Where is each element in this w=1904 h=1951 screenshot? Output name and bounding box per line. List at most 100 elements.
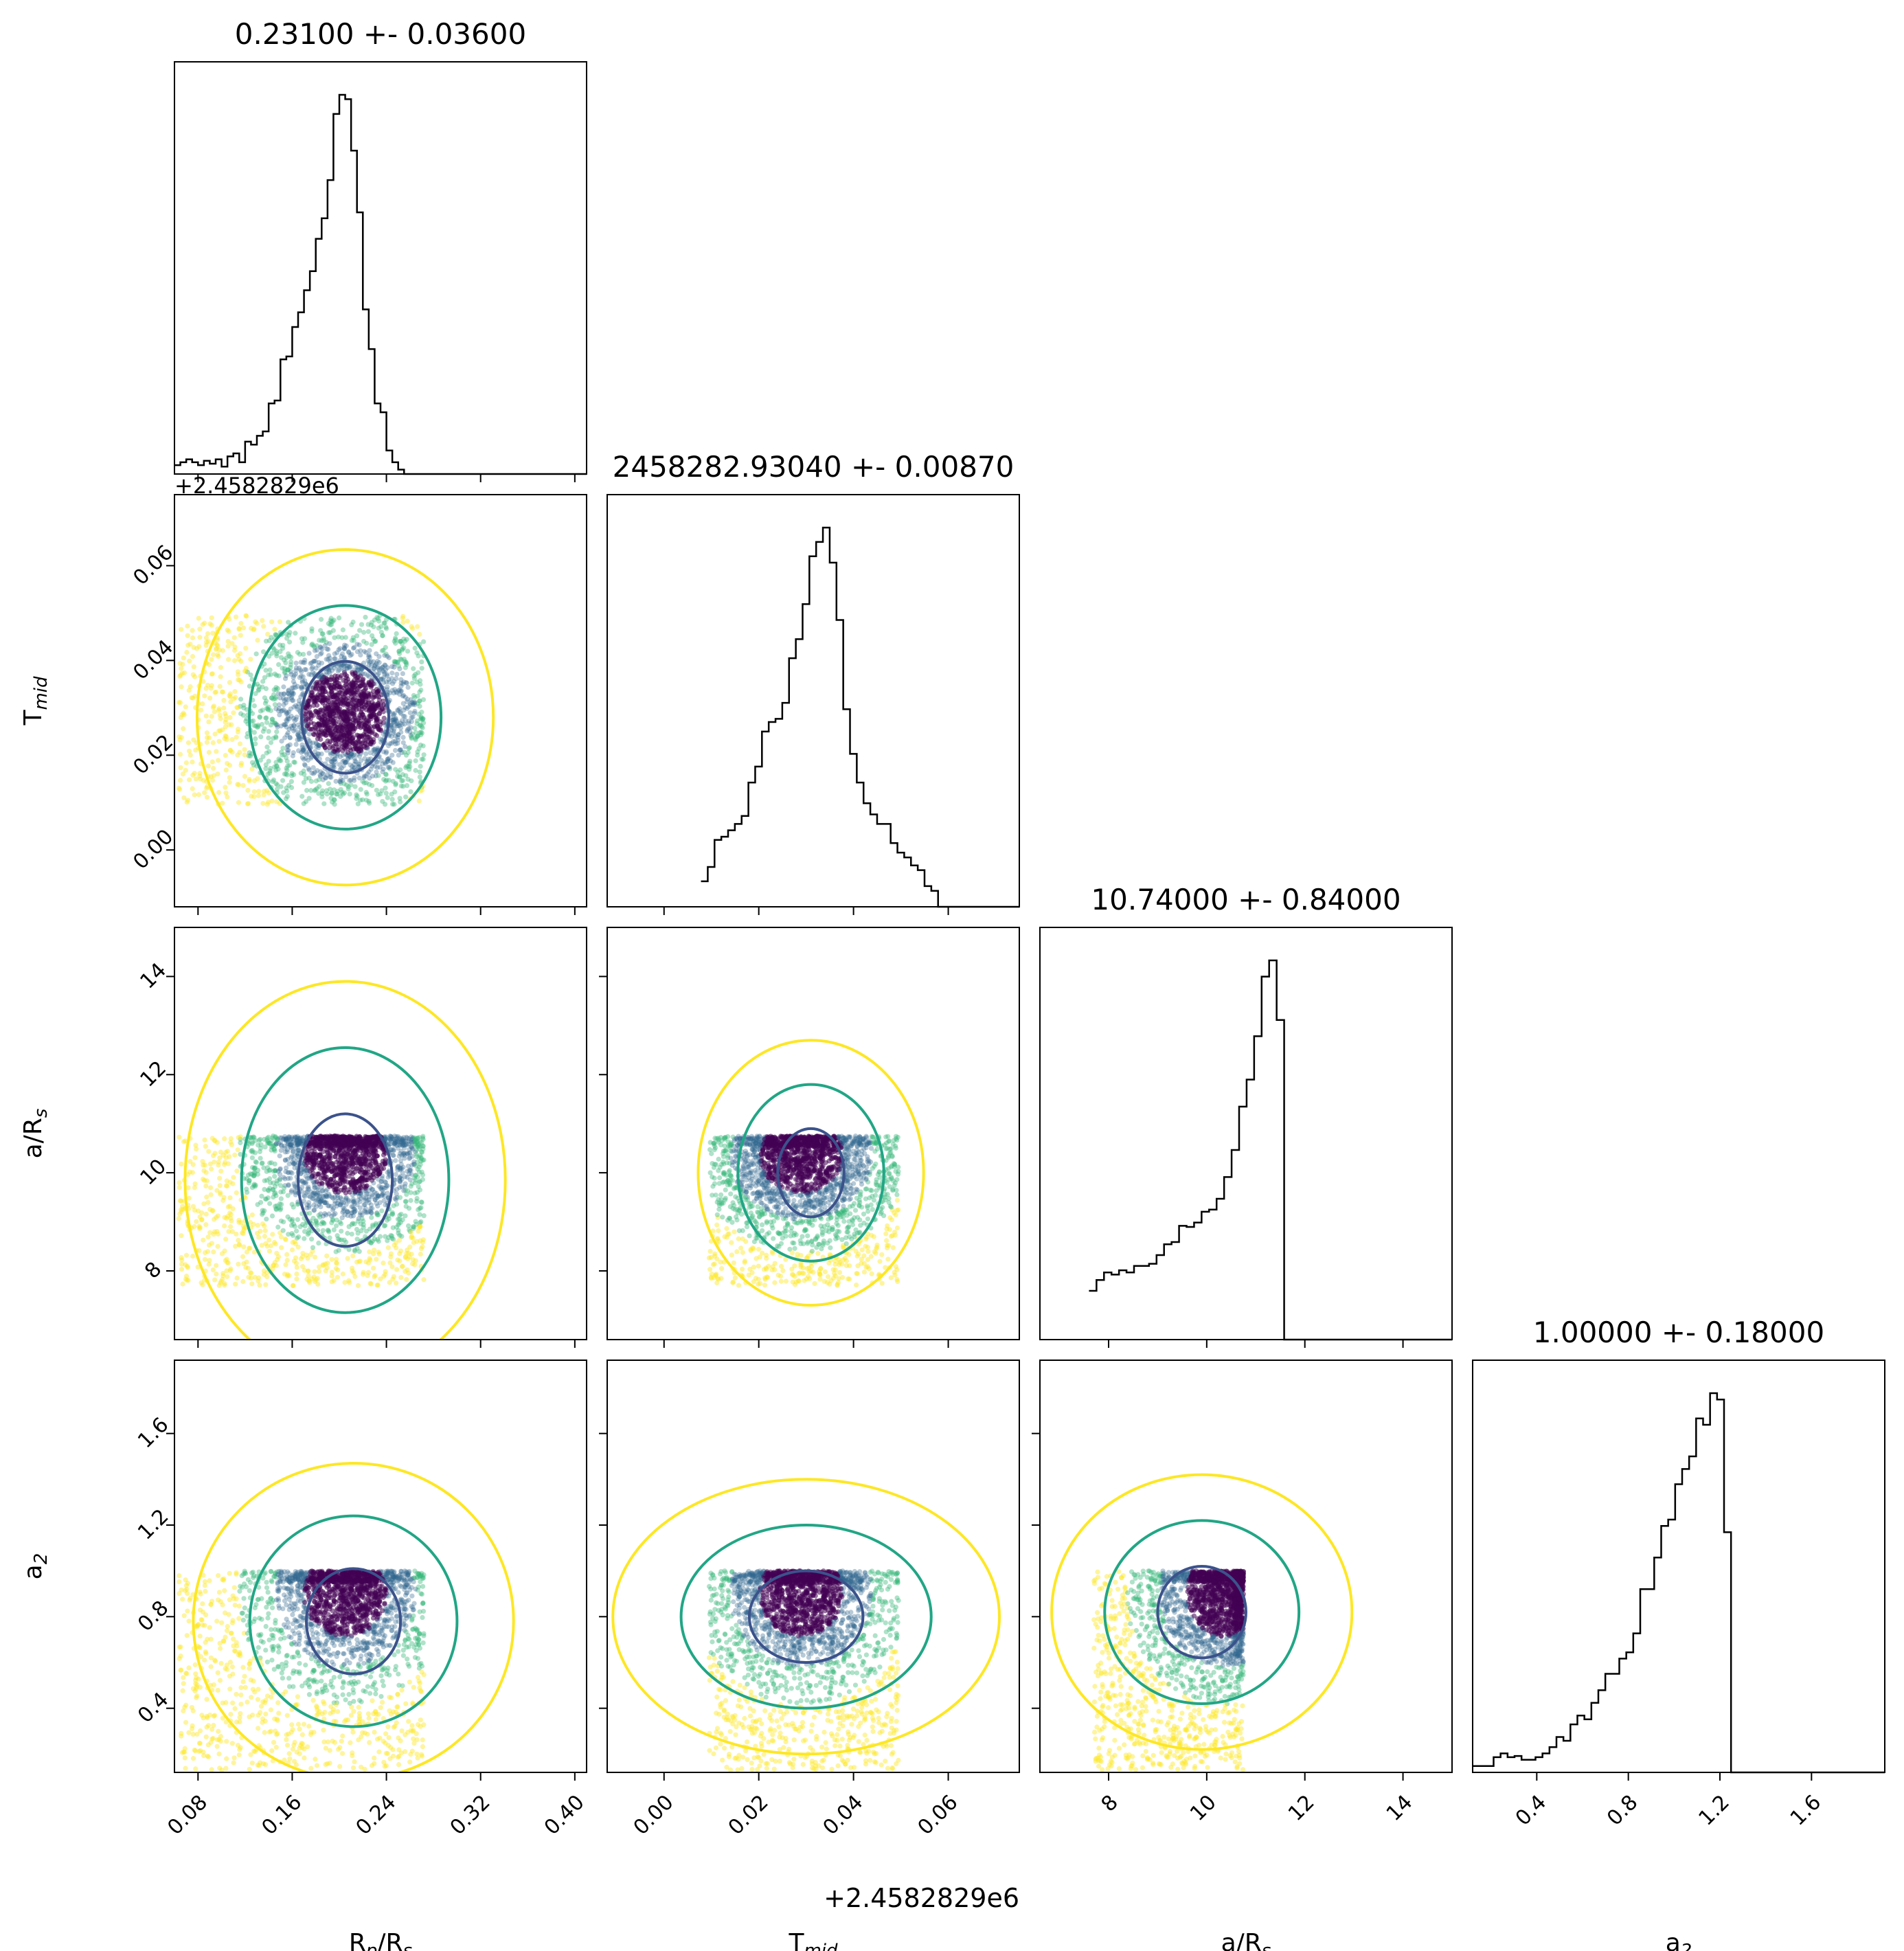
sample-point <box>374 733 380 738</box>
sample-point <box>755 1180 760 1186</box>
sample-point <box>227 1180 233 1185</box>
sample-point <box>236 1241 242 1247</box>
sample-point <box>389 1211 395 1217</box>
sample-point <box>304 787 310 793</box>
sample-point <box>249 1148 254 1154</box>
sample-point <box>399 1136 405 1141</box>
sample-point <box>236 800 242 805</box>
sample-point <box>227 747 233 754</box>
sample-point <box>308 741 313 746</box>
sample-point <box>263 715 269 721</box>
sample-point <box>262 661 267 667</box>
sample-point <box>288 664 293 670</box>
sample-point <box>302 1193 308 1199</box>
sample-point <box>299 755 305 760</box>
sample-point <box>179 1257 185 1263</box>
sample-point <box>368 1240 374 1245</box>
sample-point <box>365 1270 371 1275</box>
sample-point <box>352 1169 358 1175</box>
sample-point <box>405 1151 411 1157</box>
sample-point <box>202 1162 208 1168</box>
sample-point <box>405 1248 410 1253</box>
sample-point <box>398 639 403 644</box>
sample-point <box>361 1202 367 1208</box>
sample-point <box>204 735 210 741</box>
sample-point <box>401 1135 407 1140</box>
sample-point <box>177 778 183 783</box>
sample-point <box>206 719 212 725</box>
sample-point <box>392 789 398 795</box>
sample-point <box>300 640 306 645</box>
sample-point <box>358 725 363 730</box>
sample-point <box>252 1150 258 1155</box>
sample-point <box>212 1151 218 1156</box>
sample-point <box>397 1137 403 1142</box>
sample-point <box>296 1234 302 1240</box>
sample-point <box>403 1181 408 1186</box>
sample-point <box>267 1168 272 1173</box>
sample-point <box>213 646 218 652</box>
sample-point <box>398 677 404 682</box>
sample-point <box>203 713 209 719</box>
sample-point <box>344 1209 350 1215</box>
sample-point <box>300 1254 306 1259</box>
sample-point <box>299 1184 305 1190</box>
sample-point <box>407 1155 413 1160</box>
sample-point <box>342 1280 348 1285</box>
sample-point <box>326 691 332 697</box>
sample-point <box>403 752 409 758</box>
sample-point <box>225 794 230 800</box>
sample-point <box>389 1136 395 1142</box>
sample-point <box>189 695 194 701</box>
sample-point <box>361 1195 367 1200</box>
sample-point <box>408 697 413 702</box>
sample-point <box>283 1158 288 1163</box>
sample-point <box>241 706 247 711</box>
sample-point <box>269 1144 275 1149</box>
sample-point <box>409 624 414 629</box>
sample-point <box>397 710 403 715</box>
sample-point <box>326 711 332 717</box>
sample-point <box>177 1184 182 1191</box>
sample-point <box>407 1167 413 1173</box>
sample-point <box>310 664 315 670</box>
sample-point <box>383 760 388 765</box>
sample-point <box>348 782 354 788</box>
sample-point <box>409 778 414 784</box>
sample-point <box>406 1206 412 1211</box>
sample-point <box>199 1217 205 1222</box>
sample-point <box>297 651 302 657</box>
sample-point <box>258 1199 264 1205</box>
sample-point <box>345 1230 350 1236</box>
sample-point <box>313 1199 319 1204</box>
sample-point <box>410 701 416 707</box>
sample-point <box>417 774 422 780</box>
sample-point <box>331 1147 337 1153</box>
sample-point <box>393 733 398 739</box>
sample-point <box>380 633 385 638</box>
sample-point <box>236 1217 242 1223</box>
sample-point <box>324 657 329 662</box>
sample-point <box>341 695 347 701</box>
sample-point <box>302 659 308 666</box>
sample-point <box>338 777 343 782</box>
sample-point <box>407 764 413 769</box>
sample-point <box>217 728 223 734</box>
sample-point <box>371 1265 376 1271</box>
sample-point <box>385 1174 391 1180</box>
sample-point <box>332 1154 338 1160</box>
sample-point <box>723 1135 728 1140</box>
sample-point <box>370 659 376 664</box>
sample-point <box>289 1230 295 1237</box>
sample-point <box>337 1182 343 1187</box>
sample-point <box>207 1258 212 1263</box>
sample-point <box>330 762 335 767</box>
sample-point <box>337 1202 343 1208</box>
sample-point <box>368 714 374 719</box>
sample-point <box>380 798 385 804</box>
sample-point <box>215 652 220 657</box>
sample-point <box>308 778 315 785</box>
sample-point <box>400 1142 405 1148</box>
sample-point <box>363 1184 369 1189</box>
sample-point <box>331 699 337 705</box>
